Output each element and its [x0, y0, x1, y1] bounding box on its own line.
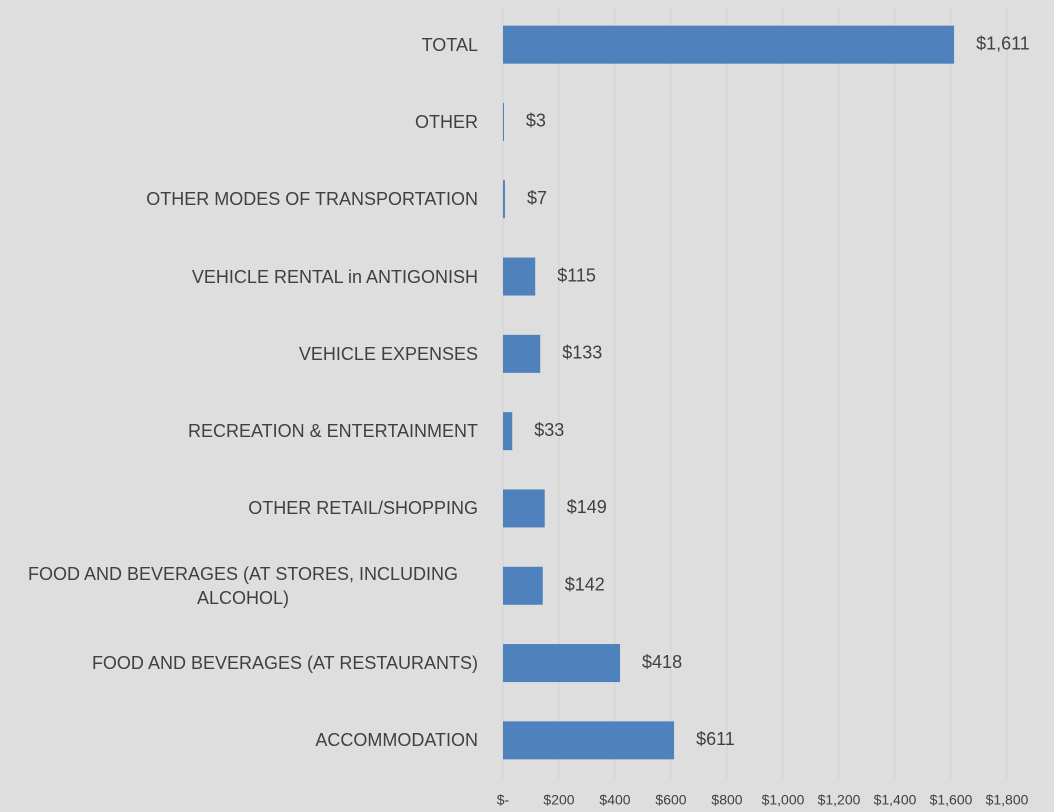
x-tick-label: $800 [711, 792, 742, 808]
data-label: $7 [527, 188, 547, 208]
bar [503, 25, 955, 64]
x-tick-label: $1,000 [762, 792, 805, 808]
data-label: $115 [557, 265, 596, 285]
data-label: $133 [562, 343, 602, 363]
x-tick-label: $200 [543, 792, 574, 808]
data-label: $1,611 [976, 33, 1030, 53]
y-tick-label: TOTAL [421, 34, 478, 55]
y-tick-label: VEHICLE EXPENSES [298, 343, 478, 364]
bar [503, 566, 543, 605]
data-label: $418 [642, 652, 682, 672]
bar [503, 489, 545, 528]
bar [503, 721, 675, 760]
bar [503, 412, 513, 451]
x-tick-label: $1,400 [874, 792, 917, 808]
x-tick-label: $400 [599, 792, 630, 808]
y-tick-label: RECREATION & ENTERTAINMENT [187, 421, 478, 442]
data-label: $611 [696, 729, 735, 749]
data-label: $33 [534, 420, 564, 440]
x-tick-label: $1,600 [930, 792, 973, 808]
data-label: $142 [565, 575, 605, 595]
bar [503, 644, 621, 683]
y-tick-label: FOOD AND BEVERAGES (AT RESTAURANTS) [91, 653, 478, 674]
bar [503, 334, 541, 373]
bar [503, 257, 536, 296]
bar [503, 180, 505, 219]
x-tick-label: $600 [655, 792, 686, 808]
data-label: $3 [526, 111, 546, 131]
y-tick-label: FOOD AND BEVERAGES (AT STORES, INCLUDING… [27, 563, 459, 608]
x-tick-label: $- [497, 792, 510, 808]
x-tick-label: $1,800 [986, 792, 1029, 808]
data-label: $149 [567, 497, 607, 517]
y-tick-label: OTHER [415, 111, 478, 132]
y-tick-label: ACCOMMODATION [315, 730, 478, 751]
y-tick-label: OTHER MODES OF TRANSPORTATION [146, 189, 478, 210]
bar [503, 102, 504, 141]
y-tick-label: OTHER RETAIL/SHOPPING [248, 498, 478, 519]
y-tick-label: VEHICLE RENTAL in ANTIGONISH [191, 266, 478, 287]
x-tick-label: $1,200 [818, 792, 861, 808]
